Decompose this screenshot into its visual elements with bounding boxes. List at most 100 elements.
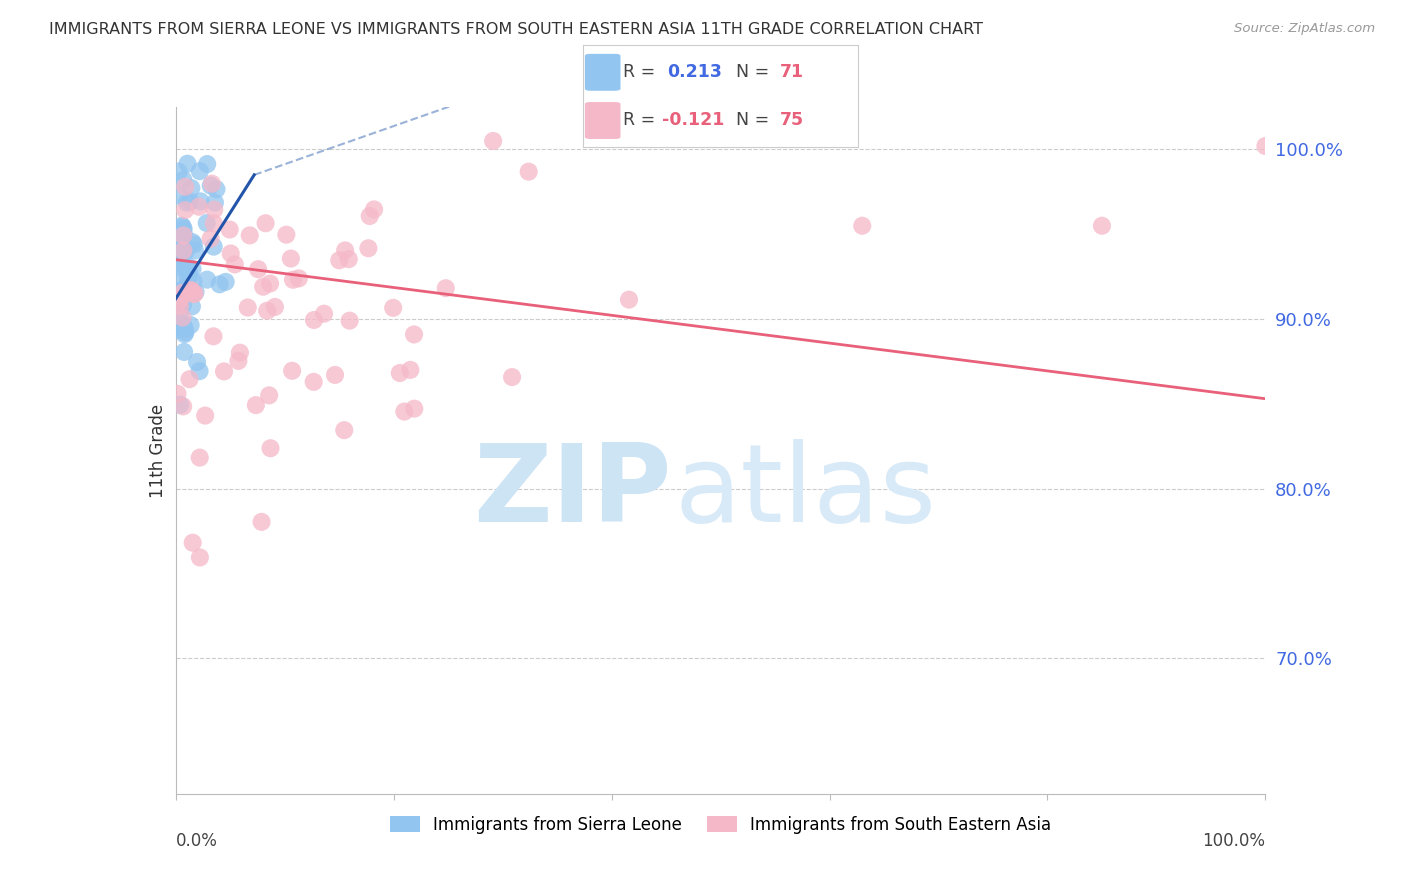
Point [166, 293, 188, 307]
Point [218, 222, 240, 236]
Point [170, 225, 193, 239]
Point [172, 310, 194, 325]
Point [173, 345, 195, 359]
Point [173, 222, 195, 236]
Point [404, 401, 426, 416]
Point [167, 294, 190, 309]
Point [174, 261, 197, 276]
Point [1254, 139, 1277, 153]
Y-axis label: 11th Grade: 11th Grade [149, 403, 167, 498]
Point [176, 157, 198, 171]
Point [177, 266, 200, 280]
Point [359, 209, 381, 223]
Point [167, 164, 190, 178]
Point [179, 194, 201, 209]
Point [184, 244, 207, 258]
Point [170, 219, 193, 233]
Point [167, 188, 190, 202]
Point [323, 368, 346, 382]
Point [204, 195, 226, 210]
Text: N =: N = [735, 62, 775, 81]
Point [187, 200, 209, 214]
Point [208, 277, 231, 292]
Text: ZIP: ZIP [472, 439, 672, 545]
Point [357, 241, 380, 255]
Point [257, 388, 280, 402]
FancyBboxPatch shape [585, 54, 620, 91]
Point [165, 240, 187, 254]
Text: atlas: atlas [675, 439, 936, 545]
Point [200, 178, 222, 193]
Point [236, 301, 259, 315]
Point [517, 164, 540, 178]
Point [394, 404, 416, 418]
Point [382, 301, 405, 315]
Text: N =: N = [735, 111, 775, 129]
Point [172, 285, 194, 299]
Point [173, 244, 195, 259]
Point [167, 260, 190, 275]
Point [170, 316, 193, 330]
Point [186, 355, 208, 369]
Point [333, 244, 356, 258]
Point [201, 177, 224, 191]
Legend: Immigrants from Sierra Leone, Immigrants from South Eastern Asia: Immigrants from Sierra Leone, Immigrants… [382, 809, 1059, 840]
FancyBboxPatch shape [585, 102, 620, 139]
Point [281, 364, 304, 378]
Point [224, 257, 246, 271]
Point [169, 299, 191, 313]
Point [174, 258, 197, 272]
Point [166, 284, 188, 298]
Point [172, 234, 194, 248]
Text: R =: R = [623, 111, 661, 129]
Point [202, 202, 225, 217]
Text: 100.0%: 100.0% [1202, 831, 1265, 850]
Point [194, 409, 217, 423]
Point [173, 327, 195, 342]
Point [434, 281, 457, 295]
Point [188, 164, 211, 178]
Point [170, 294, 193, 309]
Point [172, 400, 194, 414]
Point [388, 366, 411, 380]
Point [173, 228, 195, 243]
Point [180, 284, 202, 298]
Point [177, 272, 200, 286]
Point [200, 232, 222, 246]
Point [402, 327, 425, 342]
Point [167, 250, 190, 264]
Point [259, 442, 281, 456]
Point [302, 375, 325, 389]
Point [333, 423, 356, 437]
Point [254, 216, 277, 230]
Point [190, 194, 212, 209]
Point [482, 134, 505, 148]
Point [280, 252, 302, 266]
Point [288, 271, 311, 285]
Point [188, 364, 211, 378]
Text: 0.213: 0.213 [666, 62, 723, 81]
Point [172, 244, 194, 258]
Point [166, 323, 188, 337]
Point [202, 216, 225, 230]
Point [173, 319, 195, 334]
Point [363, 202, 385, 217]
Point [195, 273, 218, 287]
Point [188, 450, 211, 465]
Text: IMMIGRANTS FROM SIERRA LEONE VS IMMIGRANTS FROM SOUTH EASTERN ASIA 11TH GRADE CO: IMMIGRANTS FROM SIERRA LEONE VS IMMIGRAN… [49, 22, 983, 37]
Point [166, 240, 188, 254]
Point [281, 273, 304, 287]
Point [183, 286, 205, 301]
Point [339, 313, 361, 327]
Point [166, 239, 188, 253]
Point [170, 283, 193, 297]
Point [229, 345, 252, 359]
Text: -0.121: -0.121 [662, 111, 724, 129]
Point [180, 283, 202, 297]
Point [259, 277, 281, 291]
Point [172, 219, 194, 234]
Point [166, 386, 188, 401]
Point [202, 329, 225, 343]
Point [174, 284, 197, 298]
Point [1091, 219, 1114, 233]
